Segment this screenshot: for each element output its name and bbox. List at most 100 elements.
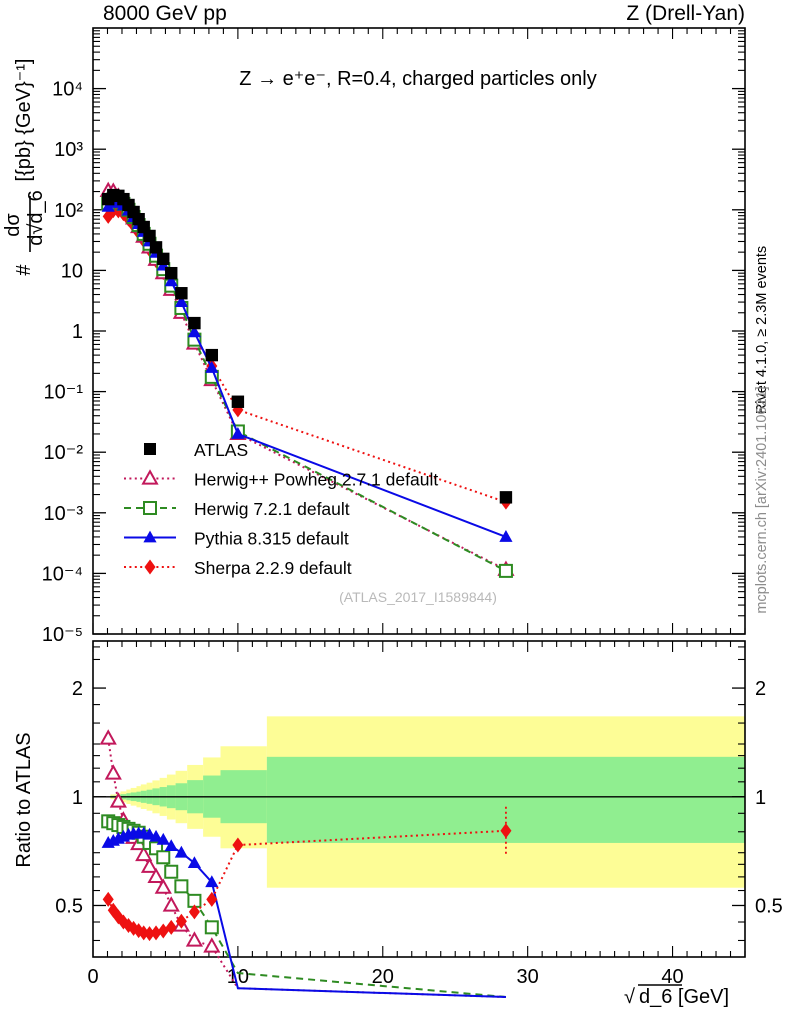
marker-diamond <box>175 913 187 929</box>
marker-diamond <box>165 919 177 935</box>
x-axis-tick-label: 30 <box>517 966 539 988</box>
marker-triangle-open <box>185 931 204 947</box>
marker-diamond <box>138 925 150 941</box>
y-axis-tick-label: 10³ <box>54 139 83 161</box>
marker-diamond <box>150 925 162 941</box>
y-axis-tick-label: 10⁻² <box>44 442 84 464</box>
series-line <box>107 829 506 935</box>
marker-square <box>157 252 170 266</box>
legend-label: ATLAS <box>194 440 248 460</box>
y-axis-tick-label: 10⁻⁵ <box>42 624 83 646</box>
y-axis-tick-label: 10⁻⁴ <box>42 563 83 585</box>
marker-diamond <box>206 891 218 907</box>
ratio-panel-data <box>99 729 512 998</box>
marker-triangle-open <box>104 764 122 780</box>
marker-diamond <box>122 918 135 934</box>
marker-triangle <box>187 856 202 869</box>
marker-square <box>175 287 188 300</box>
x-axis-label: √ d_6 [GeV] <box>624 984 729 1008</box>
marker-diamond <box>188 904 200 920</box>
ratio-series-pythia <box>101 826 506 998</box>
marker-square <box>143 229 156 243</box>
marker-triangle <box>231 427 245 439</box>
x-axis-label-text: d_6 [GeV] <box>639 986 729 1008</box>
legend-item-herwigpp[interactable]: Herwig++ Powheg 2.7.1 default <box>124 469 438 490</box>
plot-title: Z → e⁺e⁻, R=0.4, charged particles only <box>239 68 596 90</box>
marker-triangle-open <box>140 857 159 873</box>
marker-square-open <box>498 563 513 578</box>
legend-item-pythia[interactable]: Pythia 8.315 default <box>124 529 349 549</box>
marker-triangle-open <box>147 867 165 883</box>
marker-triangle-open <box>109 792 127 808</box>
main-series-herwig <box>101 192 513 578</box>
y-axis-tick-label: 1 <box>72 321 83 343</box>
x-axis-tick-label: 0 <box>87 966 98 988</box>
marker-diamond <box>102 891 114 907</box>
legend-item-atlas[interactable]: ATLAS <box>144 440 248 460</box>
marker-triangle-open <box>99 729 117 745</box>
figure-text: 8000 GeV pp Z (Drell-Yan) Z → e⁺e⁻, R=0.4,… <box>2 2 770 1008</box>
main-series-atlas <box>102 188 513 504</box>
y-ratio-tick-label-right: 1 <box>755 787 766 809</box>
y-ratio-tick-label: 2 <box>72 678 83 700</box>
marker-square-open <box>164 864 179 879</box>
marker-diamond <box>232 837 244 853</box>
marker-triangle <box>156 832 170 845</box>
y-axis-tick-label: 10² <box>54 200 83 222</box>
ratio-series-sherpa <box>102 823 512 942</box>
y-label-units: [{pb} {GeV}⁻¹] <box>13 59 35 182</box>
marker-triangle-open <box>203 937 221 953</box>
marker-triangle <box>174 845 188 858</box>
marker-square <box>188 316 201 330</box>
legend-label: Herwig++ Powheg 2.7.1 default <box>194 470 438 490</box>
marker-square-open <box>204 920 219 935</box>
main-panel-data <box>99 181 515 578</box>
marker-triangle <box>205 875 219 888</box>
y-axis-tick-label: 10⁴ <box>52 79 83 101</box>
legend-label: Pythia 8.315 default <box>194 529 349 549</box>
marker-diamond <box>143 926 156 942</box>
marker-diamond <box>500 823 512 839</box>
marker-triangle-open <box>162 896 180 912</box>
marker-square-open <box>143 501 157 515</box>
ratio-plot-frame <box>92 640 746 958</box>
marker-diamond <box>144 559 156 575</box>
marker-square <box>165 266 178 280</box>
x-axis-tick-label: 10 <box>227 966 249 988</box>
rivet-version-label: Rivet 4.1.0, ≥ 2.3M events <box>754 246 770 414</box>
marker-square <box>144 443 156 455</box>
y-ratio-tick-label: 1 <box>72 787 83 809</box>
y-ratio-tick-label-right: 0.5 <box>755 895 783 917</box>
y-ratio-tick-label-right: 2 <box>755 678 766 700</box>
y-label-numerator: dσ <box>2 213 24 237</box>
sqrt-glyph: √ <box>624 986 635 1008</box>
y-axis-tick-label: 10 <box>61 260 83 282</box>
ratio-axis-label: Ratio to ATLAS <box>13 732 35 867</box>
legend-item-sherpa[interactable]: Sherpa 2.2.9 default <box>124 558 352 578</box>
header-right-process: Z (Drell-Yan) <box>626 2 745 25</box>
y-label-hash: # <box>13 264 35 276</box>
marker-square-open <box>156 850 171 865</box>
main-panel-axes: 10⁴ 10³ 10² 10 1 10⁻¹ 10⁻² 10⁻³ 10⁻⁴ 10⁻⁵ <box>42 27 746 646</box>
legend-label: Herwig 7.2.1 default <box>194 499 350 519</box>
marker-triangle-open <box>154 878 172 894</box>
marker-triangle <box>174 295 188 308</box>
ratio-panel-axes: 2 2 1 1 0.5 0.5 0 10 20 30 40 <box>55 640 783 988</box>
marker-triangle <box>499 530 513 542</box>
main-series-pythia <box>101 195 513 542</box>
marker-triangle <box>149 829 163 842</box>
marker-square <box>149 241 163 254</box>
main-y-axis-label: # dσ d√d_6 [{pb} {GeV}⁻¹] <box>2 59 47 276</box>
header-left-beam: 8000 GeV pp <box>103 2 227 25</box>
legend-item-herwig[interactable]: Herwig 7.2.1 default <box>124 499 350 519</box>
marker-triangle-open <box>135 845 153 862</box>
marker-triangle <box>187 325 202 338</box>
mcplots-source-label: mcplots.cern.ch [arXiv:2401.10621] <box>754 386 770 613</box>
marker-triangle <box>143 530 157 543</box>
y-label-denominator: d√d_6 <box>25 190 47 245</box>
x-axis-tick-label: 20 <box>372 966 394 988</box>
marker-square <box>231 395 245 408</box>
x-axis-tick-label: 40 <box>661 966 683 988</box>
